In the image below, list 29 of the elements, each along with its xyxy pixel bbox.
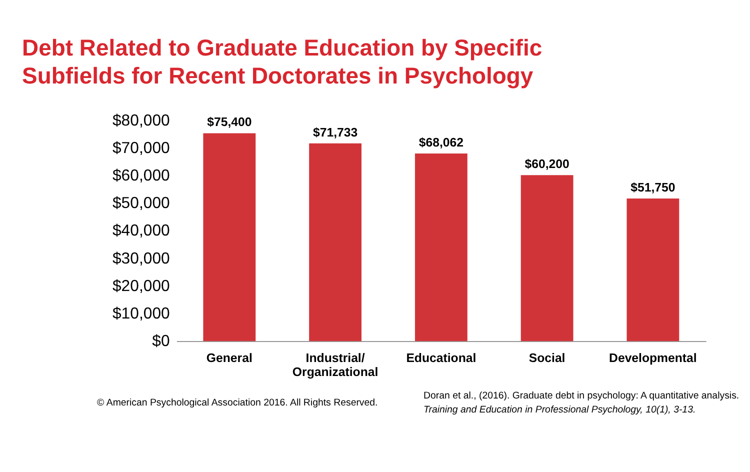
text: Subfields for Recent Doctorates in Psychology <box>22 62 534 89</box>
y-tick-label: $20,000 <box>112 278 170 295</box>
bar <box>203 133 256 342</box>
x-tick-label: Developmental <box>609 350 697 365</box>
bar <box>626 198 680 342</box>
x-tick-label: Educational <box>406 350 476 365</box>
data-label: $51,750 <box>630 180 676 194</box>
y-tick-label: $10,000 <box>112 305 170 322</box>
y-tick-label: $80,000 <box>112 112 170 130</box>
y-tick-label: $40,000 <box>112 222 170 240</box>
text: © American Psychological Association 2016. All Rights Reserved. <box>97 398 378 409</box>
y-tick-label: $0 <box>152 333 170 350</box>
bar <box>520 175 574 342</box>
data-label: $60,200 <box>524 157 570 172</box>
y-tick-label: $60,000 <box>112 168 170 185</box>
data-label: $71,733 <box>312 125 358 140</box>
y-tick-label: $50,000 <box>112 195 170 212</box>
x-tick-label: Social <box>528 350 566 365</box>
text: Training and Education in Professional Psychology, 10(1), 3-13. <box>424 404 696 416</box>
y-tick-label: $30,000 <box>112 250 170 268</box>
y-tick-label: $70,000 <box>112 140 170 158</box>
bar <box>414 154 468 342</box>
text: Debt Related to Graduate Education by Specific <box>22 34 542 60</box>
x-tick-label: General <box>206 350 252 365</box>
bar <box>309 143 362 342</box>
x-tick-label: Industrial/ Organizational <box>292 350 378 380</box>
text: Doran et al., (2016). Graduate debt in psychology: A quantitative analysis. <box>424 390 740 402</box>
data-label: $68,062 <box>418 135 464 150</box>
data-label: $75,400 <box>207 115 252 130</box>
